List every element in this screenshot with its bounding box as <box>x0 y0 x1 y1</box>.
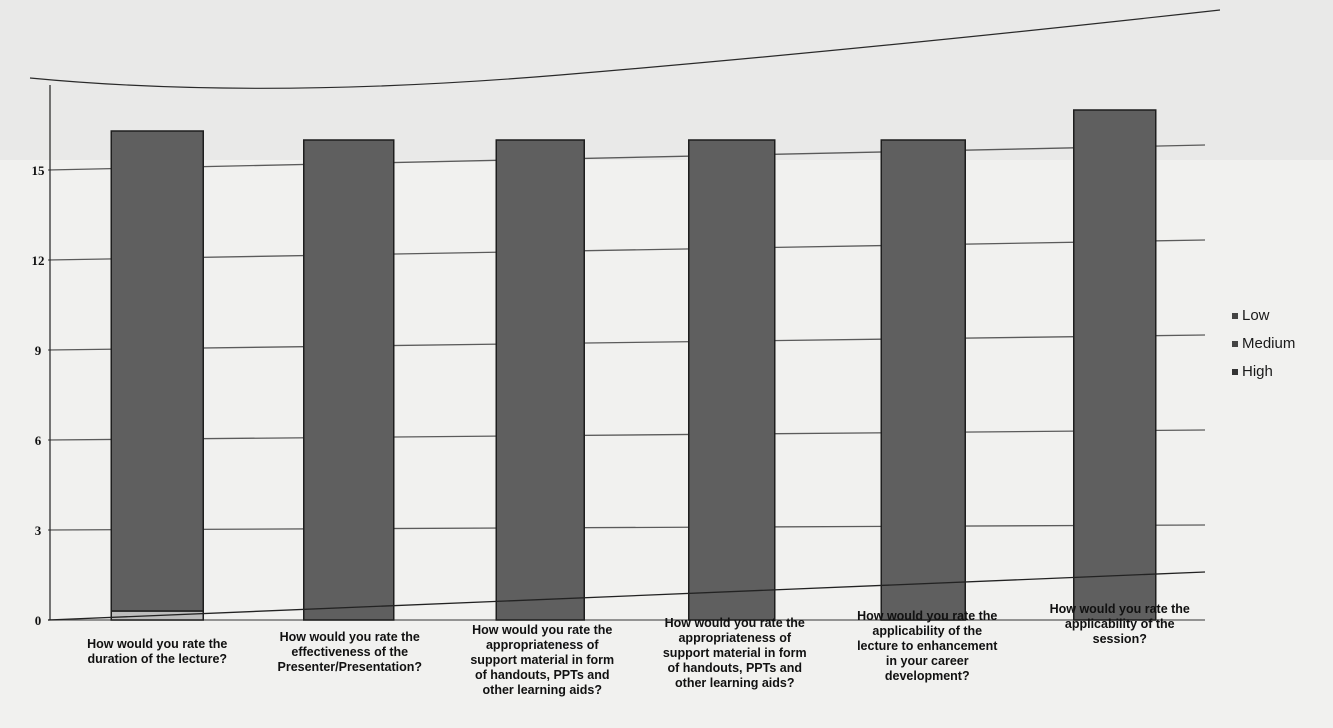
top-border-line <box>29 9 1221 89</box>
x-category-line: applicability of the <box>872 624 982 638</box>
x-category-line: appropriateness of <box>486 638 599 652</box>
legend: Low Medium High <box>1232 302 1295 386</box>
gridline <box>47 334 1206 351</box>
x-category-label: How would you rate the appropriateness of… <box>663 616 807 690</box>
y-tick-label: 3 <box>35 523 42 538</box>
x-category-line: of handouts, PPTs and <box>668 661 803 675</box>
gridline <box>47 429 1206 441</box>
x-category-line: How would you rate the <box>665 616 805 630</box>
x-category-line: lecture to enhancement <box>857 639 998 653</box>
legend-swatch <box>1232 369 1238 375</box>
x-category-line: of handouts, PPTs and <box>475 668 610 682</box>
legend-swatch <box>1232 341 1238 347</box>
bar-high <box>110 130 204 612</box>
x-category-line: support material in form <box>663 646 807 660</box>
x-category-line: other learning aids? <box>483 683 602 697</box>
legend-label: Low <box>1242 307 1270 324</box>
y-tick-label: 9 <box>35 343 42 358</box>
legend-label: High <box>1242 363 1273 380</box>
y-tick-label: 6 <box>35 433 42 448</box>
x-category-label: How would you rate the applicability of t… <box>857 609 998 683</box>
bar-high <box>495 139 585 621</box>
x-category-line: Presenter/Presentation? <box>278 660 423 674</box>
x-category-label: How would you rate the effectiveness of t… <box>278 630 423 674</box>
x-category-label: How would you rate the duration of the le… <box>87 637 227 666</box>
x-axis <box>47 571 1206 621</box>
legend-item-medium: Medium <box>1232 330 1295 358</box>
x-category-line: How would you rate the <box>1050 602 1190 616</box>
legend-swatch <box>1232 313 1238 319</box>
x-category-line: applicability of the <box>1065 617 1175 631</box>
x-category-label: How would you rate the appropriateness of… <box>470 623 614 697</box>
bar-high <box>880 139 966 621</box>
x-category-line: How would you rate the <box>472 623 612 637</box>
legend-item-high: High <box>1232 358 1295 386</box>
x-category-label: How would you rate the applicability of t… <box>1050 602 1190 646</box>
bar-high <box>303 139 395 621</box>
x-category-line: other learning aids? <box>675 676 794 690</box>
x-category-line: in your career <box>886 654 969 668</box>
x-category-line: How would you rate the <box>280 630 420 644</box>
x-category-line: session? <box>1093 632 1147 646</box>
x-category-line: How would you rate the <box>857 609 997 623</box>
gridline <box>47 524 1206 531</box>
x-category-line: effectiveness of the <box>291 645 408 659</box>
legend-item-low: Low <box>1232 302 1295 330</box>
x-category-line: How would you rate the <box>87 637 227 651</box>
x-category-line: development? <box>885 669 970 683</box>
y-tick-label: 0 <box>35 613 42 628</box>
gridline <box>47 144 1206 171</box>
gridline <box>47 239 1206 261</box>
x-category-line: appropriateness of <box>678 631 791 645</box>
bar-high <box>1073 109 1157 621</box>
y-tick-label: 12 <box>32 253 45 268</box>
y-tick-label: 15 <box>32 163 46 178</box>
x-category-line: support material in form <box>470 653 614 667</box>
bar-high <box>688 139 776 621</box>
x-category-line: duration of the lecture? <box>87 652 227 666</box>
legend-label: Medium <box>1242 335 1296 352</box>
